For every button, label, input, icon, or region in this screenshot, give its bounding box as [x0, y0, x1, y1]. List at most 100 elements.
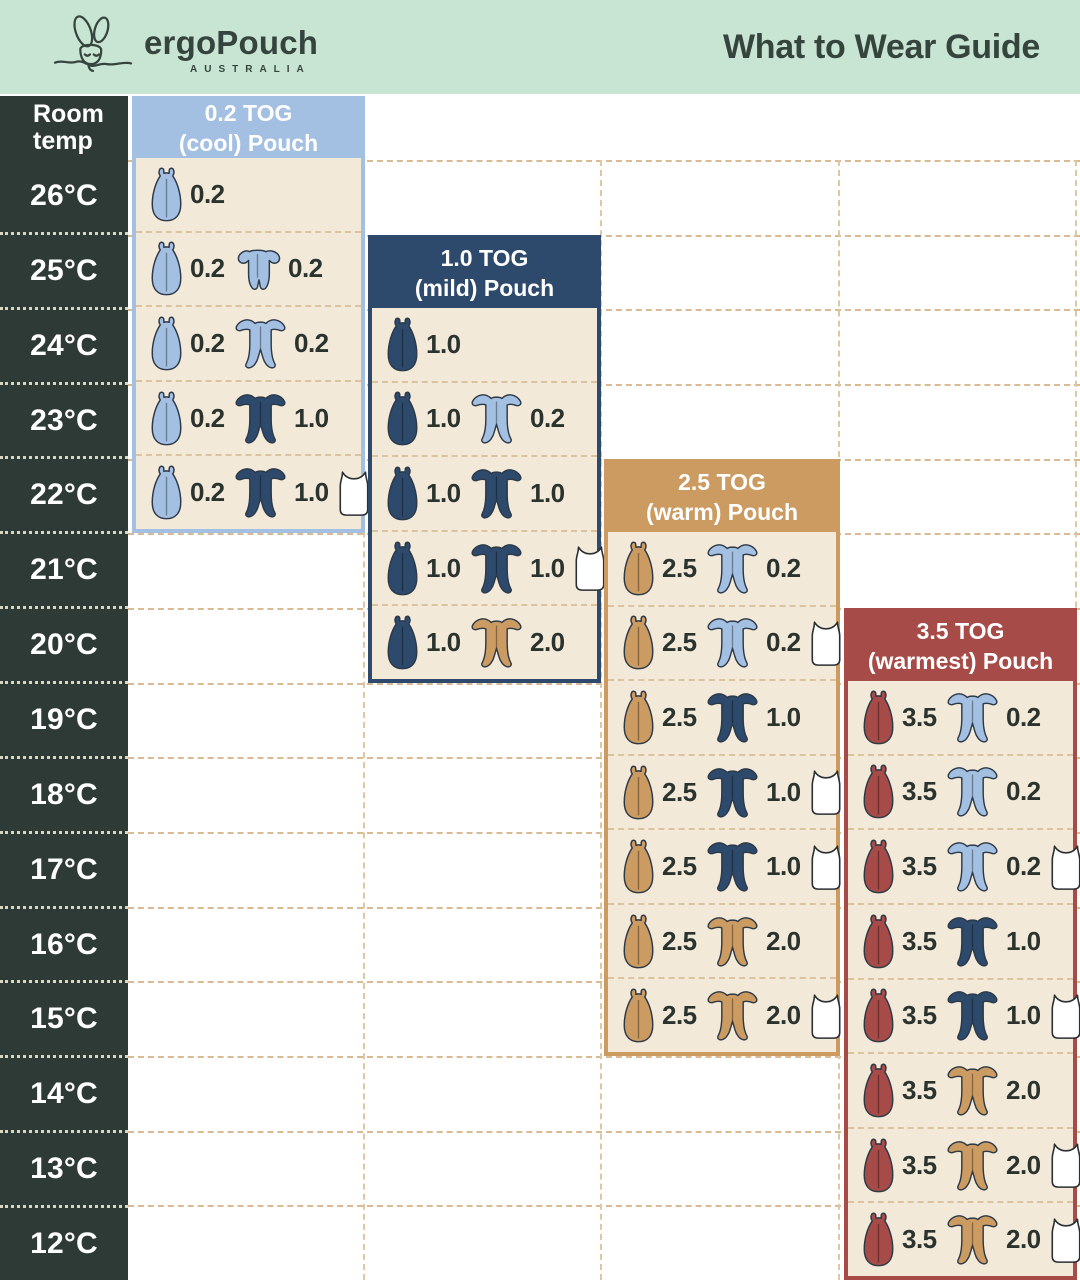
tog-value: 1.0	[1006, 925, 1041, 956]
tog-value: 0.2	[294, 327, 329, 358]
tog-value: 0.2	[1006, 851, 1041, 882]
guide-row-15C: 2.5 2.0	[608, 977, 841, 1052]
panel-title-line: 2.5 TOG	[678, 468, 766, 495]
guide-row-20C: 1.0 2.0	[372, 604, 597, 679]
temp-label: 21°C	[0, 531, 128, 606]
temp-rows: 26°C 25°C 24°C 23°C 22°C 21°C 20°C 19°C 18°C 17°C…	[0, 160, 128, 1280]
temp-label: 19°C	[0, 681, 128, 756]
guide-row-19C: 3.5 0.2	[848, 681, 1073, 754]
tog-value: 1.0	[530, 477, 565, 508]
pouch-icon	[860, 1137, 897, 1194]
tog-value: 1.0	[530, 552, 565, 583]
panel-tog-1-0: 1.0 TOG (mild) Pouch 1.0 1.0 0.2 1.0 1.0 1.0 1.0…	[368, 235, 605, 683]
singlet-icon	[1048, 993, 1080, 1039]
guide-row-24C: 0.2 0.2	[136, 305, 361, 380]
guide-row-23C: 0.2 1.0	[136, 379, 361, 455]
panel-body-tog-2-5: 2.5 0.2 2.5 0.2 2.5 1.0 2.5 1.0 2.5 1.0 2.5 2.0 2.5 2…	[608, 532, 841, 1052]
room-temp-header: Room temp	[33, 99, 104, 155]
tog-value: 2.0	[1006, 1224, 1041, 1255]
room-temp-column: Room temp 26°C 25°C 24°C 23°C 22°C 21°C 20°C 19…	[0, 96, 128, 1280]
onesie-icon	[468, 466, 525, 521]
pouch-icon	[384, 390, 421, 447]
onesie-icon	[944, 1063, 1001, 1118]
tog-value: 1.0	[426, 552, 461, 583]
onesie-icon	[944, 1138, 1001, 1193]
tog-value: 3.5	[902, 1224, 937, 1255]
temp-label: 14°C	[0, 1055, 128, 1130]
onesie-icon	[468, 541, 525, 596]
singlet-icon	[1048, 844, 1080, 890]
tog-value: 3.5	[902, 925, 937, 956]
guide-row-15C: 3.5 1.0	[848, 977, 1080, 1053]
tog-value: 1.0	[766, 851, 801, 882]
guide-row-21C: 2.5 0.2	[608, 532, 836, 605]
temp-label: 26°C	[30, 178, 98, 212]
onesie-icon	[704, 914, 761, 969]
onesie-icon	[704, 839, 761, 894]
pouch-icon	[148, 390, 185, 447]
panel-title-line: (mild) Pouch	[414, 274, 555, 301]
tog-value: 1.0	[426, 403, 461, 434]
singlet-icon	[808, 993, 846, 1039]
bunny-icon	[52, 11, 134, 83]
tog-value: 2.0	[530, 627, 565, 658]
tog-value: 1.0	[294, 477, 329, 508]
tog-value: 2.5	[662, 552, 697, 583]
pouch-icon	[860, 763, 897, 820]
panel-body-tog-3-5: 3.5 0.2 3.5 0.2 3.5 0.2 3.5 1.0 3.5 1.0 3.5 2.0 3.5 2…	[848, 681, 1080, 1276]
guide-row-22C: 0.2 1.0	[136, 454, 369, 529]
pouch-icon	[860, 838, 897, 895]
guide-row-18C: 3.5 0.2	[848, 753, 1073, 829]
panel-title-tog-0-2: 0.2 TOG (cool) Pouch	[136, 100, 361, 158]
pouch-icon	[620, 540, 657, 597]
guide-row-16C: 3.5 1.0	[848, 902, 1073, 978]
temp-label: 16°C	[0, 905, 128, 981]
grid-row	[128, 234, 1080, 310]
tog-value: 2.5	[662, 701, 697, 732]
panel-title-tog-2-5: 2.5 TOG (warm) Pouch	[608, 463, 836, 532]
pouch-icon	[384, 465, 421, 522]
guide-row-22C: 1.0 1.0	[372, 455, 597, 530]
tog-value: 0.2	[190, 253, 225, 284]
guide-row-21C: 1.0 1.0	[372, 529, 605, 605]
tog-value: 1.0	[1006, 1000, 1041, 1031]
grid-row	[128, 309, 1080, 384]
tog-value: 3.5	[902, 776, 937, 807]
singlet-icon	[1048, 1217, 1080, 1263]
onesie-icon	[468, 391, 525, 446]
pouch-icon	[384, 614, 421, 671]
onesie-icon	[704, 690, 761, 745]
brand-subtitle: AUSTRALIA	[190, 63, 311, 75]
guide-row-23C: 1.0 0.2	[372, 380, 597, 456]
onesie-icon	[944, 839, 1001, 894]
guide-row-17C: 2.5 1.0	[608, 828, 841, 903]
tog-value: 0.2	[766, 552, 801, 583]
guide-row-16C: 2.5 2.0	[608, 902, 836, 978]
singlet-icon	[1048, 1142, 1080, 1188]
tog-value: 3.5	[902, 851, 937, 882]
panel-tog-2-5: 2.5 TOG (warm) Pouch 2.5 0.2 2.5 0.2 2.5 1.0 2.5…	[604, 459, 841, 1056]
tog-value: 1.0	[426, 328, 461, 359]
grid-row	[128, 1205, 1080, 1280]
pouch-icon	[620, 987, 657, 1044]
tog-value: 3.5	[902, 1074, 937, 1105]
tog-value: 1.0	[766, 776, 801, 807]
tog-value: 0.2	[766, 627, 801, 658]
tog-value: 2.5	[662, 925, 697, 956]
guide-row-18C: 2.5 1.0	[608, 753, 841, 829]
onesie-icon	[704, 765, 761, 820]
tog-value: 2.5	[662, 776, 697, 807]
pouch-icon	[860, 913, 897, 970]
pouch-icon	[620, 838, 657, 895]
onesie-icon	[704, 988, 761, 1043]
pouch-icon	[148, 166, 185, 223]
panel-title-line: (warmest) Pouch	[867, 647, 1054, 674]
temp-label: 15°C	[0, 980, 128, 1055]
tog-value: 0.2	[288, 253, 323, 284]
onesie-icon	[704, 541, 761, 596]
tog-value: 2.0	[766, 1000, 801, 1031]
panel-title-line: 0.2 TOG	[204, 100, 293, 127]
panel-title-tog-1-0: 1.0 TOG (mild) Pouch	[372, 239, 597, 308]
pouch-icon	[620, 614, 657, 671]
panel-title-line: (cool) Pouch	[178, 130, 319, 156]
